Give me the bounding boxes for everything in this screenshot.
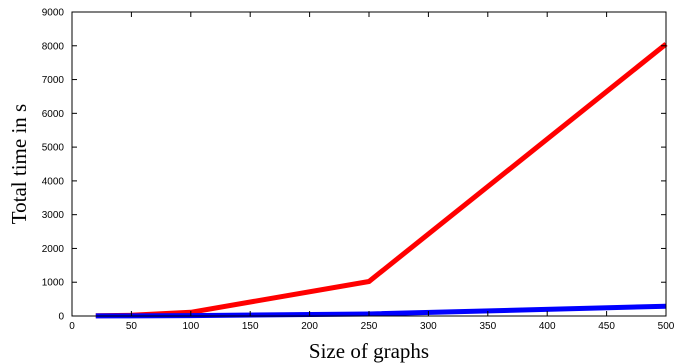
x-tick-label: 350 xyxy=(479,321,496,332)
y-tick-label: 0 xyxy=(58,312,64,323)
y-tick-label: 4000 xyxy=(42,176,65,187)
y-axis-title: Total time in s xyxy=(7,104,31,224)
x-tick-label: 500 xyxy=(658,321,675,332)
y-tick-label: 7000 xyxy=(42,75,65,86)
x-tick-label: 150 xyxy=(242,321,259,332)
y-tick-label: 2000 xyxy=(42,244,65,255)
y-tick-label: 5000 xyxy=(42,143,65,154)
x-tick-label: 300 xyxy=(420,321,437,332)
plot-frame xyxy=(71,11,667,317)
x-tick-label: 200 xyxy=(301,321,318,332)
x-tick-label: 250 xyxy=(361,321,378,332)
y-tick-label: 3000 xyxy=(42,210,65,221)
x-axis: 0 50 100 150 200 250 300 350 400 450 500 xyxy=(69,12,675,332)
y-axis: 0 1000 2000 3000 4000 5000 6000 7000 8000 9000 xyxy=(42,8,666,323)
y-tick-label: 6000 xyxy=(42,109,65,120)
x-tick-label: 100 xyxy=(182,321,199,332)
series-line-1 xyxy=(95,42,668,319)
x-tick-label: 400 xyxy=(539,321,556,332)
x-tick-label: 450 xyxy=(598,321,615,332)
x-tick-label: 50 xyxy=(126,321,138,332)
y-tick-label: 8000 xyxy=(42,41,65,52)
plot-lines xyxy=(95,42,668,319)
y-tick-label: 9000 xyxy=(42,8,65,19)
x-axis-title: Size of graphs xyxy=(309,339,429,363)
x-tick-label: 0 xyxy=(69,321,75,332)
y-tick-label: 1000 xyxy=(42,278,65,289)
